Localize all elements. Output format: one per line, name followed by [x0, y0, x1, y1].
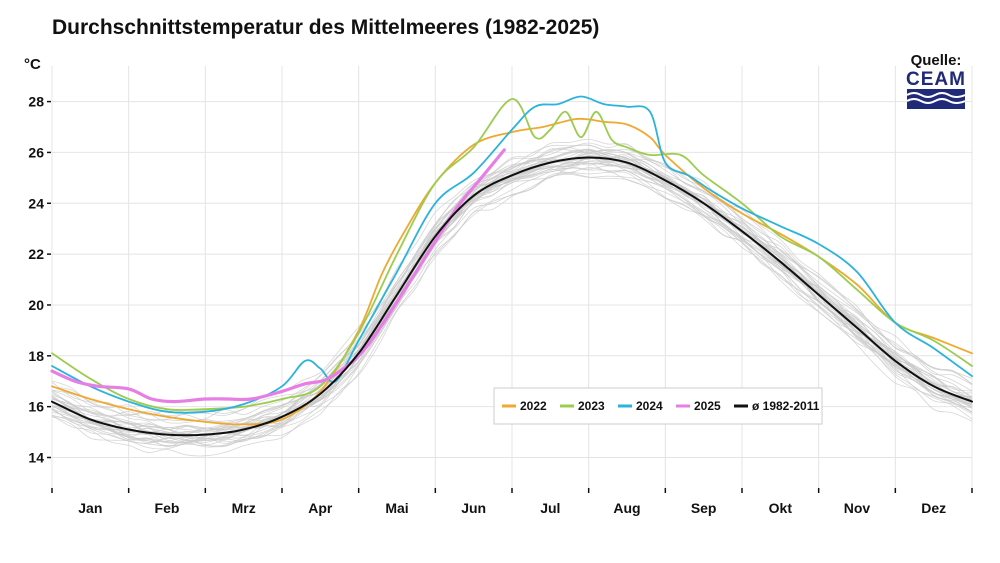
series-line-2024 [51, 95, 973, 414]
historic-year-line [51, 148, 973, 435]
x-tick-label: Jan [78, 500, 102, 516]
y-tick-label: 22 [28, 246, 44, 262]
series-line-2023 [51, 98, 973, 411]
y-tick-label: 16 [28, 399, 44, 415]
y-tick-label: 26 [28, 144, 44, 160]
historic-year-line [51, 149, 973, 422]
legend: 2022 2023 2024 2025 ø 1982-2011 [493, 387, 823, 425]
chart-title: Durchschnittstemperatur des Mittelmeeres… [52, 16, 600, 39]
y-tick-label: 24 [28, 195, 44, 211]
legend-label: ø 1982-2011 [752, 399, 820, 413]
x-tick-label: Okt [769, 500, 793, 516]
gridlines [51, 66, 973, 488]
x-tick-label: Dez [921, 500, 946, 516]
y-tick-label: 20 [28, 297, 44, 313]
historic-year-line [51, 155, 973, 438]
x-tick-label: Mrz [232, 500, 256, 516]
series-line-2022 [51, 117, 973, 426]
x-tick-label: Nov [844, 500, 871, 516]
historic-year-line [51, 147, 973, 421]
y-unit-label: °C [24, 56, 41, 73]
series-line-2025 [50, 148, 506, 404]
legend-label: 2022 [520, 399, 547, 413]
y-tick-label: 14 [28, 449, 44, 465]
series-lines [50, 95, 973, 437]
historic-year-line [51, 144, 973, 431]
y-tick-label: 18 [28, 348, 44, 364]
legend-label: 2024 [636, 399, 663, 413]
x-tick-label: Feb [155, 500, 180, 516]
x-tick-label: Apr [308, 500, 333, 516]
logo-text: CEAM [906, 69, 966, 90]
legend-box [493, 387, 823, 425]
source-label: Quelle: [910, 52, 962, 69]
historic-year-line [51, 157, 973, 442]
source-block: Quelle: CEAM [904, 52, 968, 114]
x-tick-label: Jul [540, 500, 560, 516]
historic-year-line [51, 157, 973, 440]
wave-icon [906, 89, 966, 109]
historic-year-line [51, 167, 973, 450]
series-line-19822011 [51, 156, 973, 437]
ceam-logo: CEAM [904, 69, 968, 114]
legend-label: 2023 [578, 399, 605, 413]
x-tick-label: Sep [691, 500, 717, 516]
x-tick-label: Jun [461, 500, 486, 516]
historic-year-line [51, 149, 973, 422]
x-tick-label: Mai [385, 500, 408, 516]
x-tick-label: Aug [613, 500, 640, 516]
historic-year-line [51, 172, 973, 444]
legend-label: 2025 [694, 399, 721, 413]
y-tick-label: 28 [28, 94, 44, 110]
